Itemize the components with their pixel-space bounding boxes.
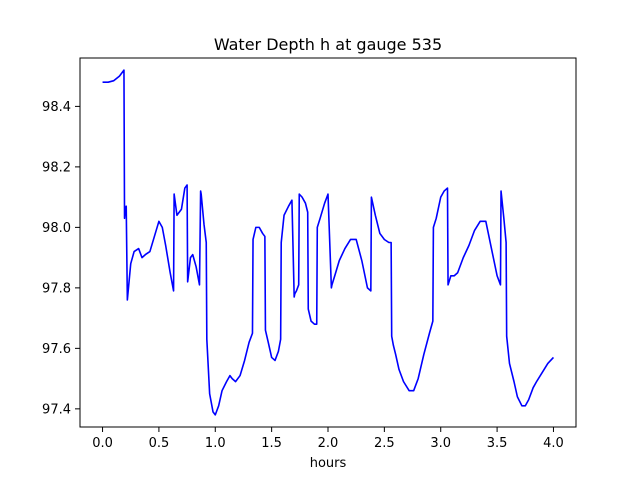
y-tick-label: 98.0	[42, 221, 71, 236]
x-tick-label: 1.0	[205, 436, 226, 451]
x-axis-label: hours	[310, 456, 347, 471]
y-tick-label: 97.8	[42, 281, 71, 296]
x-tick-label: 3.5	[487, 436, 508, 451]
y-axis-ticks: 97.4 97.6 97.8 98.0 98.2 98.4	[42, 100, 80, 417]
y-tick-label: 97.4	[42, 402, 71, 417]
x-tick-label: 3.0	[430, 436, 451, 451]
plot-area	[102, 69, 555, 416]
water-depth-line	[102, 69, 555, 416]
x-tick-label: 2.5	[374, 436, 395, 451]
x-tick-label: 4.0	[543, 436, 564, 451]
x-tick-label: 2.0	[318, 436, 339, 451]
x-axis-ticks: 0.0 0.5 1.0 1.5 2.0 2.5 3.0 3.5 4.0	[92, 427, 564, 451]
x-tick-label: 0.0	[92, 436, 113, 451]
y-tick-label: 98.2	[42, 160, 71, 175]
y-tick-label: 98.4	[42, 100, 71, 115]
y-tick-label: 97.6	[42, 342, 71, 357]
chart-title: Water Depth h at gauge 535	[214, 35, 442, 54]
x-tick-label: 1.5	[261, 436, 282, 451]
x-tick-label: 0.5	[149, 436, 170, 451]
axes-frame	[79, 57, 577, 428]
